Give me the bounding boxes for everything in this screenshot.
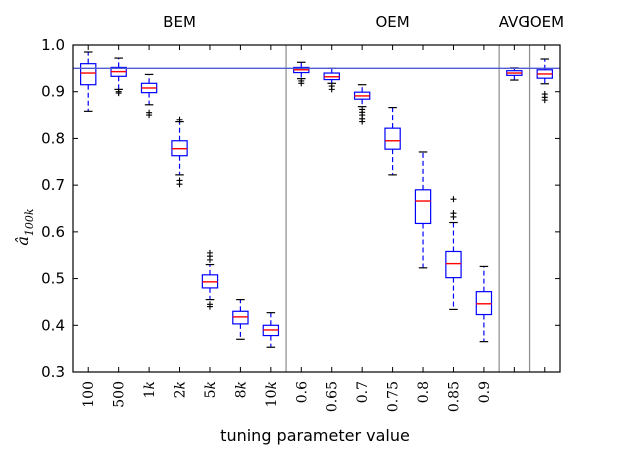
x-tick-label-number: 0.9	[477, 381, 493, 403]
x-tick-label-number: 500	[112, 381, 128, 408]
x-tick-label-suffix: k	[203, 381, 219, 389]
outlier-marker	[298, 80, 305, 87]
outlier-marker	[206, 303, 213, 310]
x-tick-label-number: 0.8	[416, 381, 432, 403]
box-2	[110, 57, 127, 97]
outlier-marker	[359, 118, 366, 125]
x-tick-label-number: 100	[81, 381, 97, 408]
x-tick-label-12: 0.8	[416, 381, 432, 403]
y-tick-label: 0.6	[41, 223, 65, 241]
outlier-marker	[541, 97, 548, 104]
group-label-oem: OEM	[375, 13, 409, 31]
group-label-ioem: IOEM	[525, 13, 564, 31]
x-axis-label: tuning parameter value	[220, 426, 410, 445]
box-13	[445, 196, 462, 311]
box-3	[140, 73, 158, 119]
x-tick-label-number: 2	[173, 389, 189, 398]
x-tick-label-7: 10k	[264, 381, 280, 407]
box-8	[293, 61, 310, 87]
plot-frame	[72, 44, 561, 373]
x-tick-label-13: 0.85	[446, 381, 462, 412]
y-tick-label: 0.7	[41, 176, 65, 194]
x-tick-label-2: 500	[112, 381, 128, 408]
outlier-marker	[176, 181, 183, 188]
x-tick-label-11: 0.75	[386, 381, 402, 412]
box-14	[475, 265, 493, 343]
iqr-box	[232, 310, 249, 325]
box-5	[201, 249, 219, 310]
iqr-box	[384, 127, 401, 150]
x-tick-label-3: 1k	[142, 381, 158, 398]
y-axis-label-symbol: â	[13, 236, 32, 246]
x-tick-label-number: 0.85	[446, 381, 462, 412]
outlier-marker	[328, 86, 335, 93]
y-axis-label-subscript: 100k	[23, 208, 36, 236]
x-tick-label-number: 5	[203, 389, 219, 398]
x-tick-label-8: 0.6	[294, 381, 310, 403]
box-6	[232, 298, 249, 340]
x-tick-label-number: 10	[264, 389, 280, 407]
box-11	[384, 106, 401, 176]
x-tick-label-1: 100	[81, 381, 97, 408]
iqr-box	[475, 291, 493, 316]
group-label-bem: BEM	[163, 13, 196, 31]
box-7	[262, 312, 280, 348]
x-tick-label-number: 8	[233, 389, 249, 398]
x-tick-label-suffix: k	[142, 381, 158, 389]
plot-area	[73, 45, 560, 372]
y-tick-label: 0.5	[41, 270, 65, 288]
x-tick-label-4: 2k	[173, 381, 189, 398]
box-4	[171, 116, 188, 188]
outlier-marker	[176, 116, 183, 123]
x-tick-label-suffix: k	[233, 381, 249, 389]
y-tick-label: 0.9	[41, 83, 65, 101]
y-tick-label: 0.4	[41, 316, 65, 334]
y-axis-label: â100k	[13, 208, 36, 246]
box-12	[414, 151, 432, 269]
outlier-marker	[206, 256, 213, 263]
group-label-avg: AVG	[499, 13, 530, 31]
x-tick-label-number: 0.75	[386, 381, 402, 412]
outlier-marker	[146, 112, 153, 119]
x-tick-label-10: 0.7	[355, 381, 371, 403]
outlier-marker	[450, 196, 457, 203]
x-tick-label-suffix: k	[264, 381, 280, 389]
iqr-box	[80, 63, 97, 86]
outlier-marker	[450, 213, 457, 220]
y-tick-label: 1.0	[41, 36, 65, 54]
x-tick-label-14: 0.9	[477, 381, 493, 403]
box-1	[80, 51, 97, 112]
iqr-box	[445, 250, 462, 279]
box-10	[353, 84, 371, 125]
y-tick-label: 0.3	[41, 363, 65, 381]
x-tick-label-suffix: k	[173, 381, 189, 389]
x-tick-label-5: 5k	[203, 381, 219, 398]
x-tick-label-9: 0.65	[325, 381, 341, 412]
x-tick-label-number: 0.65	[325, 381, 341, 412]
iqr-box	[414, 189, 432, 225]
x-tick-label-6: 8k	[233, 381, 249, 398]
x-tick-label-number: 0.6	[294, 381, 310, 403]
x-tick-label-number: 1	[142, 389, 158, 398]
outlier-marker	[115, 90, 122, 97]
y-tick-label: 0.8	[41, 129, 65, 147]
x-tick-label-number: 0.7	[355, 381, 371, 403]
